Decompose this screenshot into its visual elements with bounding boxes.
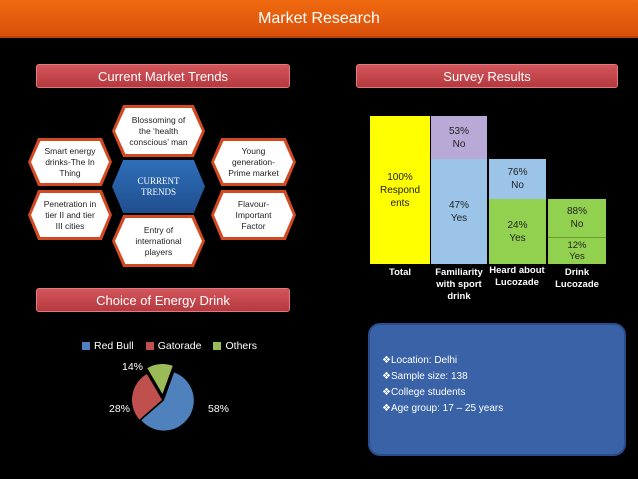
sample-info-box: ❖Location: Delhi ❖Sample size: 138 ❖Coll… (368, 323, 626, 456)
trend-hex-blossoming: Blossoming of the ‘health conscious’ man (112, 105, 205, 157)
survey-bar-heard-no: 76% No (489, 159, 546, 199)
pie-label-gatorade: 28% (109, 403, 131, 415)
info-college: ❖College students (382, 387, 466, 398)
trend-text-flavour: Flavour- Important Factor (214, 193, 293, 237)
trend-text-blossoming: Blossoming of the ‘health conscious’ man (115, 108, 202, 154)
trend-hex-center: CURRENT TRENDS (112, 160, 205, 213)
legend-swatch-gatorade (145, 342, 154, 350)
survey-pct-heard-yes: 24% (507, 219, 528, 231)
survey-label-total: 100% Respond ents (379, 171, 421, 209)
trend-text-young: Young generation- Prime market (214, 141, 293, 183)
page-title: Market Research (258, 10, 380, 27)
survey-bar-familiarity-no: 53% No (431, 116, 487, 159)
pie-slice-gatorade (132, 373, 163, 420)
pie-label-redbull: 58% (208, 403, 230, 415)
survey-label-familiarity-yes: Yes (450, 212, 468, 224)
trend-hex-young: Young generation- Prime market (211, 138, 296, 186)
legend-swatch-others (213, 342, 222, 350)
legend-swatch-redbull (82, 342, 90, 350)
trend-text-center: CURRENT TRENDS (137, 175, 180, 197)
info-age-group: ❖Age group: 17 – 25 years (382, 403, 504, 414)
survey-label-heard-yes: Yes (509, 232, 526, 244)
survey-bar-familiarity-yes: 47% Yes (431, 159, 487, 264)
trend-text-smart: Smart energy drinks-The In Thing (31, 141, 109, 183)
trend-hex-penetration: Penetration in tier II and tier III citi… (28, 190, 112, 240)
section-header-trends: Current Market Trends (36, 64, 290, 88)
info-sample-size: ❖Sample size: 138 (382, 371, 468, 382)
survey-pct-familiarity-no: 53% (448, 125, 469, 137)
energy-pie-chart (132, 364, 194, 431)
survey-bar-heard-yes: 24% Yes (489, 199, 546, 264)
survey-bar-total: 100% Respond ents (370, 116, 430, 264)
legend-label-others: Others (225, 340, 257, 352)
title-bar (0, 0, 638, 38)
survey-category-heard: Heard about Lucozade (489, 265, 545, 288)
survey-pct-heard-no: 76% (507, 167, 528, 178)
pie-legend: Red Bull Gatorade Others (82, 339, 272, 353)
trend-hex-smart: Smart energy drinks-The In Thing (28, 138, 112, 186)
survey-category-drink: Drink Lucozade (555, 267, 599, 290)
pie-label-others: 14% (122, 361, 144, 373)
survey-label-drink-yes: Yes (569, 251, 585, 262)
survey-category-total: Total (389, 267, 411, 278)
survey-pct-drink-yes: 12% (567, 240, 587, 251)
survey-pct-familiarity-yes: 47% (448, 199, 469, 211)
pie-slice-others (147, 364, 173, 395)
survey-category-familiarity: Familiarity with sport drink (435, 267, 483, 302)
survey-bar-drink-no: 88% No (548, 199, 606, 237)
trend-hex-entry: Entry of international players (112, 215, 205, 267)
trend-text-penetration: Penetration in tier II and tier III citi… (31, 193, 109, 237)
survey-bar-drink-yes: 12% Yes (548, 237, 606, 264)
trend-text-entry: Entry of international players (115, 218, 202, 264)
legend-label-redbull: Red Bull (94, 340, 134, 352)
info-location: ❖Location: Delhi (382, 355, 458, 366)
survey-label-familiarity-no: No (452, 138, 466, 150)
survey-pct-drink-no: 88% (566, 206, 587, 217)
section-header-survey: Survey Results (356, 64, 618, 88)
pie-slice-redbull (141, 372, 194, 431)
section-header-energy: Choice of Energy Drink (36, 288, 290, 312)
survey-label-heard-no: No (511, 180, 524, 191)
legend-label-gatorade: Gatorade (157, 340, 202, 352)
survey-label-drink-no: No (570, 219, 584, 230)
trend-hex-flavour: Flavour- Important Factor (211, 190, 296, 240)
